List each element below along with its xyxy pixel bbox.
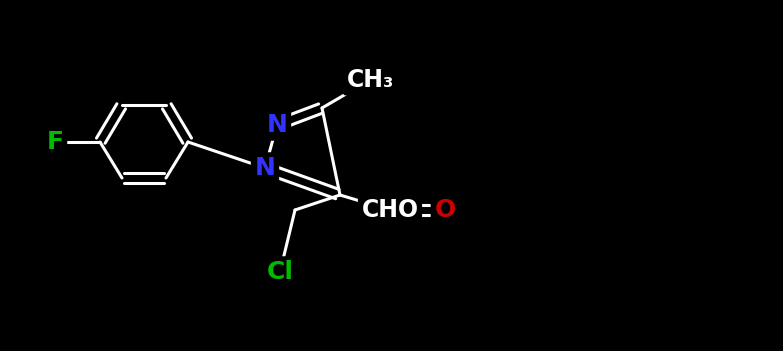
Text: CHO: CHO bbox=[362, 198, 419, 222]
Text: N: N bbox=[266, 113, 287, 137]
Text: N: N bbox=[254, 156, 276, 180]
Text: F: F bbox=[46, 130, 63, 154]
Text: O: O bbox=[435, 198, 456, 222]
Text: Cl: Cl bbox=[266, 260, 294, 284]
Text: CH₃: CH₃ bbox=[346, 68, 394, 92]
